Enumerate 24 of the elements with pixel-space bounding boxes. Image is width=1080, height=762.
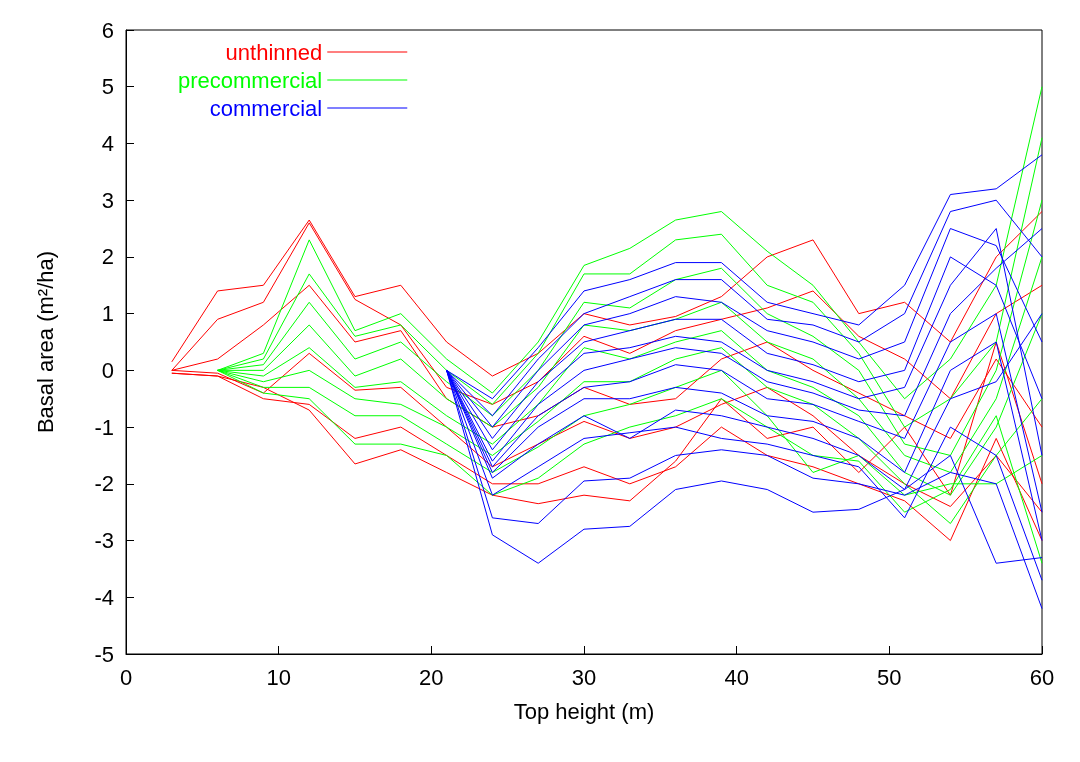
x-tick-label: 0 (119, 664, 133, 690)
y-tick-label: 0 (101, 357, 114, 383)
x-tick-label: 50 (877, 664, 902, 690)
legend-label: commercial (209, 95, 323, 121)
x-tick-label: 30 (571, 664, 597, 690)
y-tick-label: 4 (101, 130, 114, 156)
legend-label: precommercial (177, 67, 323, 93)
y-tick-label: -2 (94, 471, 114, 497)
y-tick-label: 1 (101, 301, 114, 327)
y-tick-label: 2 (101, 244, 114, 270)
x-tick-label: 20 (419, 664, 444, 690)
x-tick-label: 60 (1029, 664, 1055, 690)
y-tick-label: -5 (94, 641, 114, 667)
y-axis-title: Basal area (m²/ha) (32, 250, 58, 434)
y-tick-label: -3 (94, 528, 114, 554)
y-tick-label: 3 (101, 187, 114, 213)
y-tick-label: -4 (94, 584, 114, 610)
x-tick-label: 40 (724, 664, 749, 690)
y-tick-label: 6 (101, 17, 114, 43)
x-tick-label: 10 (266, 664, 291, 690)
y-tick-label: 5 (101, 74, 114, 100)
legend-label: unthinned (225, 39, 323, 65)
x-axis-title: Top height (m) (513, 698, 655, 724)
y-tick-label: -1 (94, 414, 114, 440)
